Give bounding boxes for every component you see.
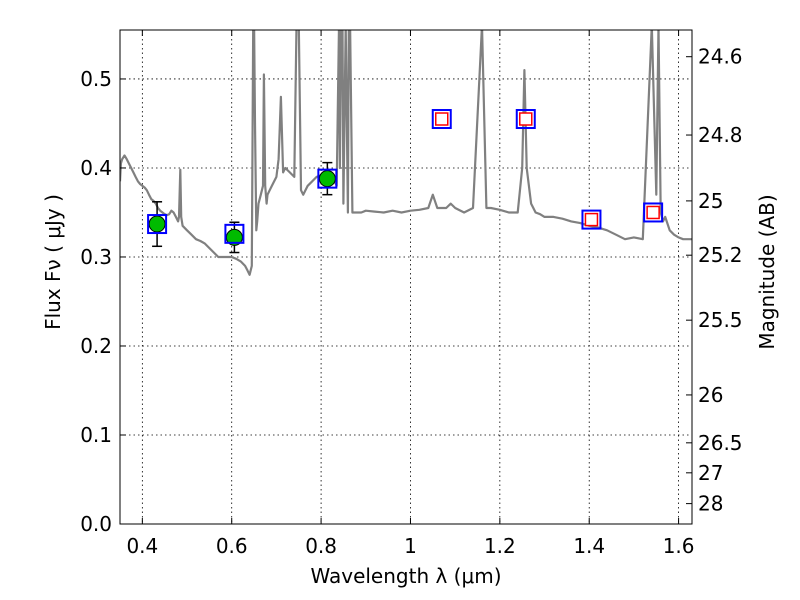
predicted-square bbox=[584, 212, 599, 227]
y-axis-label: Flux Fν ( μJy ) bbox=[41, 194, 65, 330]
marker-layer bbox=[147, 109, 664, 254]
right-axis-label: Magnitude (AB) bbox=[755, 194, 779, 349]
y-tick-label: 0.1 bbox=[80, 423, 112, 447]
x-tick-label: 0.8 bbox=[305, 534, 337, 558]
mag-tick-label: 24.8 bbox=[698, 123, 743, 147]
sed-curve bbox=[120, 30, 692, 276]
axis-ticks: 0.4 0.6 0.8 1 1.2 1.4 1.6 0.0 0.1 0.2 0.3 0.4 0.5 24.… bbox=[80, 30, 743, 558]
model-square bbox=[147, 214, 168, 235]
x-tick-label: 1.2 bbox=[484, 534, 516, 558]
mag-tick-label: 25.5 bbox=[698, 308, 743, 332]
mag-tick-label: 24.6 bbox=[698, 45, 743, 69]
x-tick-label: 1.4 bbox=[573, 534, 605, 558]
photometry-point bbox=[225, 221, 243, 254]
model-square bbox=[643, 202, 664, 223]
model-square bbox=[431, 109, 452, 130]
mag-tick-label: 26 bbox=[698, 383, 723, 407]
mag-tick-label: 25.2 bbox=[698, 243, 743, 267]
predicted-square bbox=[435, 112, 449, 126]
y-tick-label: 0.5 bbox=[80, 67, 112, 91]
x-tick-label: 0.6 bbox=[216, 534, 248, 558]
photometry-marker bbox=[318, 170, 336, 188]
x-tick-label: 1 bbox=[404, 534, 417, 558]
y-tick-label: 0.3 bbox=[80, 245, 112, 269]
grid bbox=[120, 30, 692, 524]
model-square bbox=[581, 209, 602, 230]
mag-tick-label: 28 bbox=[698, 492, 723, 516]
y-tick-label: 0.0 bbox=[80, 512, 112, 536]
model-square bbox=[515, 109, 536, 130]
mag-tick-label: 27 bbox=[698, 461, 723, 485]
photometry-marker bbox=[148, 215, 166, 233]
y-tick-label: 0.4 bbox=[80, 156, 112, 180]
mag-tick-label: 26.5 bbox=[698, 431, 743, 455]
predicted-square bbox=[519, 112, 533, 126]
predicted-square bbox=[646, 205, 660, 220]
x-axis-label: Wavelength λ (μm) bbox=[310, 564, 501, 588]
x-tick-label: 1.6 bbox=[663, 534, 695, 558]
plot-frame bbox=[119, 29, 693, 525]
x-tick-label: 0.4 bbox=[126, 534, 158, 558]
sed-curve-layer bbox=[120, 30, 692, 276]
mag-tick-label: 25 bbox=[698, 189, 723, 213]
y-tick-label: 0.2 bbox=[80, 334, 112, 358]
model-square bbox=[317, 168, 338, 189]
model-square bbox=[224, 223, 245, 244]
